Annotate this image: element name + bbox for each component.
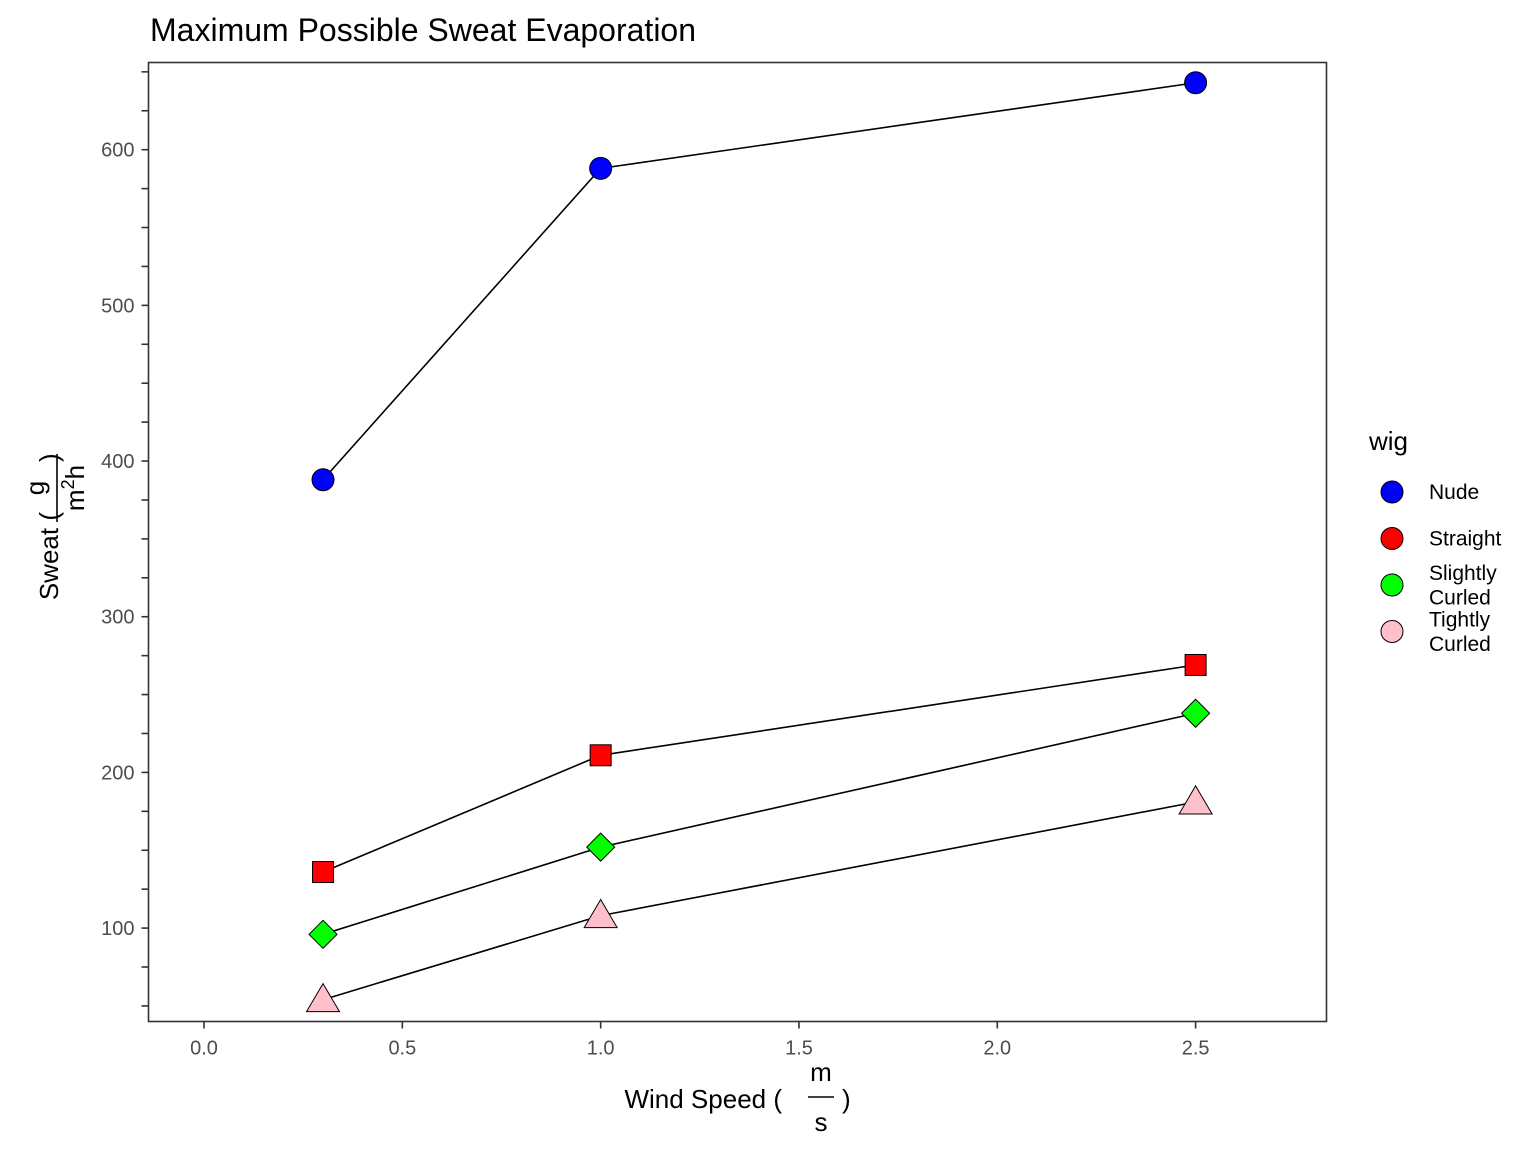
legend-key — [1380, 620, 1404, 643]
y-tick-label: 100 — [101, 918, 134, 940]
x-axis-unit-denominator: s — [815, 1107, 828, 1137]
y-tick-label: 300 — [101, 607, 134, 629]
y-axis-label-text: Sweat ( — [34, 512, 64, 600]
data-point-nude — [1184, 71, 1208, 95]
chart-title: Maximum Possible Sweat Evaporation — [150, 12, 696, 48]
x-axis-ticks: 0.0 0.5 1.0 1.5 2.0 2.5 — [190, 1021, 1210, 1060]
legend-label: Nude — [1429, 481, 1479, 504]
data-point-slightly-curled — [1180, 698, 1211, 728]
data-point-tightly-curled — [583, 898, 619, 929]
y-tick-label: 600 — [101, 140, 134, 162]
x-tick-label: 2.5 — [1182, 1038, 1210, 1060]
y-axis-unit-denominator: m2h — [58, 465, 90, 511]
legend-key — [1380, 573, 1404, 597]
data-point-straight — [312, 861, 335, 884]
y-tick-label: 500 — [101, 295, 134, 317]
x-axis-label-text: Wind Speed ( — [624, 1084, 782, 1114]
x-axis-label-close: ) — [842, 1084, 851, 1114]
legend-key — [1380, 527, 1404, 550]
data-point-nude — [589, 156, 613, 180]
x-tick-label: 0.5 — [388, 1038, 416, 1060]
x-axis-label: Wind Speed ( m s ) — [624, 1057, 850, 1137]
data-point-tightly-curled — [305, 982, 341, 1013]
data-point-straight — [589, 744, 612, 767]
y-axis-ticks: 100 200 300 400 500 600 — [101, 71, 149, 1007]
legend-label: Slightly Curled — [1429, 562, 1497, 610]
data-point-tightly-curled — [1178, 784, 1213, 815]
legend-title: wig — [1368, 426, 1408, 456]
y-axis-label-close: ) — [34, 453, 64, 462]
x-axis-unit-numerator: m — [810, 1057, 832, 1087]
y-axis-unit-numerator: g — [20, 481, 50, 495]
series-points — [305, 71, 1213, 1013]
legend-label: Straight — [1429, 528, 1502, 551]
y-tick-label: 400 — [101, 451, 134, 473]
data-point-slightly-curled — [308, 919, 338, 950]
plot-panel — [147, 61, 1328, 1023]
legend-key — [1380, 480, 1404, 504]
x-tick-label: 1.0 — [587, 1038, 615, 1060]
data-point-nude — [311, 468, 335, 492]
data-point-straight — [1184, 653, 1207, 676]
y-tick-label: 200 — [101, 762, 134, 784]
data-point-slightly-curled — [585, 832, 616, 862]
x-tick-label: 1.5 — [785, 1038, 813, 1060]
legend-label: Tightly Curled — [1429, 608, 1491, 656]
x-tick-label: 2.0 — [983, 1038, 1011, 1060]
x-tick-label: 0.0 — [190, 1038, 218, 1060]
y-axis-label: Sweat ( g m2h ) — [20, 453, 90, 600]
